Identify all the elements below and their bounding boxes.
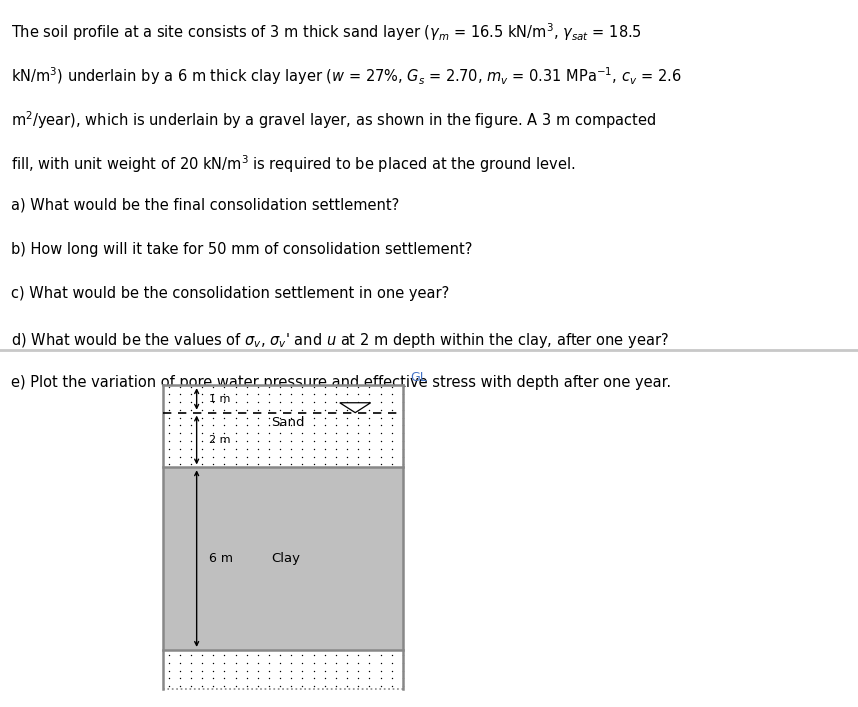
Text: Clay: Clay xyxy=(271,552,300,565)
Text: Sand: Sand xyxy=(271,416,305,429)
Text: The soil profile at a site consists of 3 m thick sand layer ($\gamma_m$ = 16.5 k: The soil profile at a site consists of 3… xyxy=(11,21,642,43)
Text: 2 m: 2 m xyxy=(208,435,230,445)
Bar xyxy=(163,385,403,467)
Text: e) Plot the variation of pore water pressure and effective stress with depth aft: e) Plot the variation of pore water pres… xyxy=(11,375,671,390)
Text: a) What would be the final consolidation settlement?: a) What would be the final consolidation… xyxy=(11,198,400,213)
Text: kN/m$^3$) underlain by a 6 m thick clay layer ($w$ = 27%, $G_s$ = 2.70, $m_v$ = : kN/m$^3$) underlain by a 6 m thick clay … xyxy=(11,66,682,87)
Text: b) How long will it take for 50 mm of consolidation settlement?: b) How long will it take for 50 mm of co… xyxy=(11,242,473,257)
Text: c) What would be the consolidation settlement in one year?: c) What would be the consolidation settl… xyxy=(11,286,450,301)
Text: d) What would be the values of $\sigma_v$, $\sigma_v$' and $u$ at 2 m depth with: d) What would be the values of $\sigma_v… xyxy=(11,331,669,349)
Text: fill, with unit weight of 20 kN/m$^3$ is required to be placed at the ground lev: fill, with unit weight of 20 kN/m$^3$ is… xyxy=(11,154,576,175)
Text: m$^2$/year), which is underlain by a gravel layer, as shown in the figure. A 3 m: m$^2$/year), which is underlain by a gra… xyxy=(11,110,656,132)
Text: 6 m: 6 m xyxy=(208,552,233,565)
Text: 1 m: 1 m xyxy=(208,394,230,404)
Text: GL: GL xyxy=(410,370,427,383)
Bar xyxy=(163,650,403,689)
Bar xyxy=(163,467,403,650)
Polygon shape xyxy=(340,403,371,413)
